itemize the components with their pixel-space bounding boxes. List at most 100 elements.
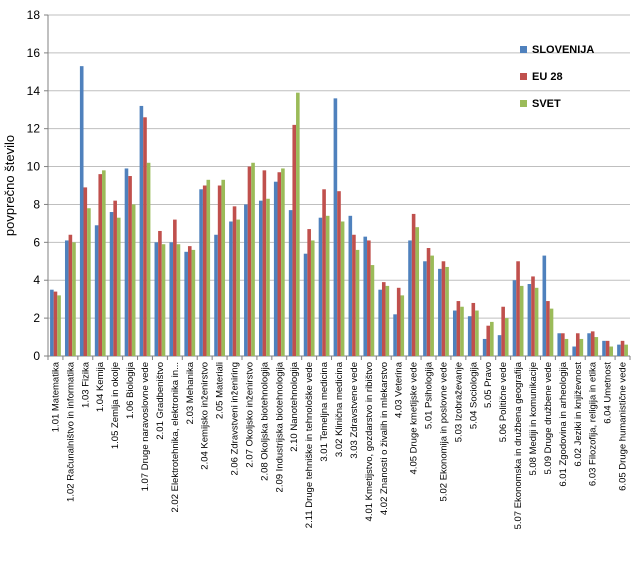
x-category-label: 6.05 Druge humanistične vede xyxy=(618,362,629,491)
bar-slovenija xyxy=(602,340,606,356)
bar-slovenija xyxy=(482,338,487,356)
bar-eu-28 xyxy=(83,187,88,356)
x-category-label: 6.03 Filozofija, religija in etika xyxy=(588,361,599,486)
bar-svet xyxy=(131,204,136,356)
bar-slovenija xyxy=(94,225,99,356)
bar-slovenija xyxy=(423,261,427,356)
bar-eu-28 xyxy=(396,287,401,356)
x-category-label: 5.08 Mediji in komunikacije xyxy=(528,362,539,476)
x-category-label: 3.02 Klinična medicina xyxy=(334,361,345,457)
bar-slovenija xyxy=(587,333,591,356)
x-category-label: 3.01 Temeljna medicina xyxy=(319,361,330,461)
bar-eu-28 xyxy=(456,301,461,356)
bar-svet xyxy=(579,338,584,356)
bar-eu-28 xyxy=(575,333,580,356)
bar-slovenija xyxy=(214,234,218,356)
bar-eu-28 xyxy=(501,306,505,356)
bar-svet xyxy=(415,227,420,356)
category-labels: 1.01 Matematika 1.02 Računalništvo in inf… xyxy=(50,361,628,529)
bar-eu-28 xyxy=(322,189,326,356)
bar-svet xyxy=(102,170,106,356)
x-category-label: 2.02 Elektrotehnika, elektronika in... xyxy=(170,362,181,513)
bar-slovenija xyxy=(50,289,54,356)
x-category-label: 1.01 Matematika xyxy=(50,361,61,432)
bar-svet xyxy=(445,266,449,356)
bar-eu-28 xyxy=(426,248,431,356)
bar-svet xyxy=(385,285,390,356)
bar-svet xyxy=(87,208,91,356)
bar-eu-28 xyxy=(337,191,341,356)
bar-eu-28 xyxy=(590,331,595,356)
x-category-label: 5.07 Ekonomska in družbena geografija xyxy=(513,361,524,529)
bar-svet xyxy=(430,255,434,356)
bar-svet xyxy=(176,244,181,356)
bar-svet xyxy=(624,344,628,356)
bar-eu-28 xyxy=(352,234,356,356)
bar-svet xyxy=(191,249,196,356)
bar-svet xyxy=(57,295,61,356)
bar-svet xyxy=(116,217,121,356)
bar-svet xyxy=(564,338,569,356)
bar-svet xyxy=(251,162,255,356)
bar-slovenija xyxy=(258,200,263,356)
x-category-label: 2.11 Druge tehniške in tehnološke vede xyxy=(304,362,315,528)
legend-label: EU 28 xyxy=(532,71,563,83)
bar-eu-28 xyxy=(277,172,282,356)
x-category-label: 2.07 Okoljsko inženirstvo xyxy=(244,362,255,468)
bar-eu-28 xyxy=(113,200,117,356)
bar-svet xyxy=(355,249,360,356)
bar-eu-28 xyxy=(68,234,73,356)
x-category-label: 6.01 Zgodovina in arheologija xyxy=(558,361,569,486)
x-category-label: 5.04 Sociologija xyxy=(468,361,479,429)
bar-slovenija xyxy=(572,346,576,356)
bar-eu-28 xyxy=(98,174,103,356)
bar-eu-28 xyxy=(247,166,252,356)
bar-eu-28 xyxy=(53,291,58,356)
x-category-label: 1.06 Biologija xyxy=(125,361,136,419)
bar-slovenija xyxy=(348,215,353,356)
bar-eu-28 xyxy=(292,124,297,356)
bar-svet xyxy=(549,308,554,356)
bar-eu-28 xyxy=(232,206,237,356)
bar-svet xyxy=(475,310,479,356)
y-tick-label: 2 xyxy=(33,311,40,325)
bar-slovenija xyxy=(139,105,144,356)
bar-svet xyxy=(370,265,375,356)
bar-eu-28 xyxy=(441,261,446,356)
x-category-label: 4.02 Znanosti o živalih in mlekarstvo xyxy=(379,362,390,515)
legend-swatch xyxy=(520,73,527,80)
bar-svet xyxy=(281,168,285,356)
bar-svet xyxy=(519,285,524,356)
bar-svet xyxy=(146,162,151,356)
bar-eu-28 xyxy=(143,117,147,356)
bar-slovenija xyxy=(154,242,159,356)
x-category-label: 2.10 Nanotehnologija xyxy=(289,361,300,452)
bar-slovenija xyxy=(79,66,84,357)
x-category-label: 2.04 Kemijsko inženirstvo xyxy=(200,362,211,470)
bar-slovenija xyxy=(378,289,382,356)
bar-eu-28 xyxy=(202,185,207,356)
bar-svet xyxy=(221,179,226,356)
bar-svet xyxy=(296,92,300,356)
bar-slovenija xyxy=(273,181,278,356)
bar-slovenija xyxy=(184,251,188,356)
legend-label: SLOVENIJA xyxy=(532,44,594,56)
x-category-label: 5.09 Druge družbene vede xyxy=(543,362,554,475)
x-category-label: 5.03 Izobraževanje xyxy=(453,362,464,442)
bar-eu-28 xyxy=(516,261,520,356)
x-category-label: 5.05 Pravo xyxy=(483,362,494,408)
bar-eu-28 xyxy=(561,333,565,356)
x-category-label: 1.03 Fizika xyxy=(80,361,91,408)
axes: 0 2 4 6 8 10 12 14 16 18 xyxy=(27,8,631,363)
bar-eu-28 xyxy=(307,229,311,356)
y-axis-title: povprečno število xyxy=(2,135,17,236)
bar-eu-28 xyxy=(173,219,177,356)
y-tick-label: 4 xyxy=(33,273,40,287)
bar-svet xyxy=(206,179,211,356)
bar-slovenija xyxy=(363,236,368,356)
bar-svet xyxy=(609,346,614,356)
y-tick-label: 6 xyxy=(33,235,40,249)
bars xyxy=(50,66,628,357)
bar-svet xyxy=(266,198,270,356)
